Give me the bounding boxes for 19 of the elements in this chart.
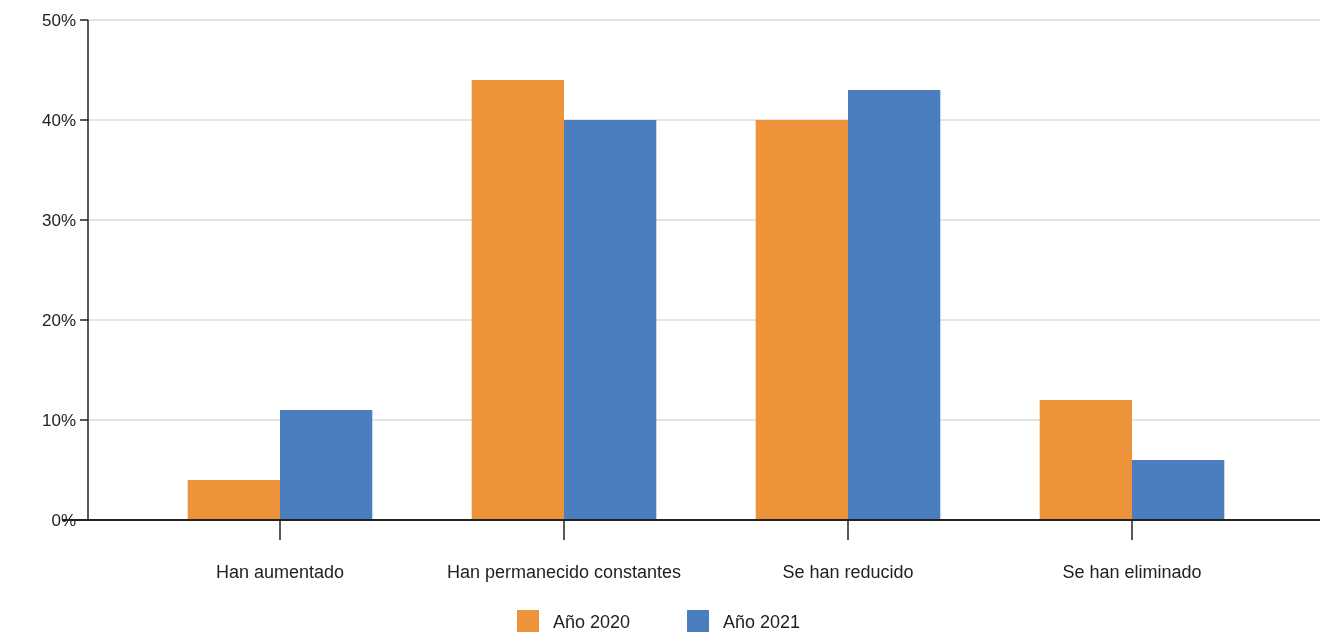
x-tick-label: Se han reducido [782, 562, 914, 582]
bar [848, 90, 941, 520]
y-tick-label: 50% [41, 10, 76, 30]
x-tick-label: Han permanecido constantes [446, 562, 682, 582]
bar [187, 480, 280, 520]
bar [755, 120, 848, 520]
y-tick-label: 20% [41, 310, 76, 330]
legend-label: Año 2020 [553, 612, 631, 633]
x-tick-label: Han aumentado [215, 562, 345, 582]
bar [1132, 460, 1225, 520]
bar [564, 120, 657, 520]
bar [1039, 400, 1132, 520]
x-tick-label: Se han eliminado [1062, 562, 1202, 582]
legend-label: Año 2021 [723, 612, 801, 633]
y-tick-label: 40% [41, 110, 76, 130]
y-tick-label: 10% [41, 410, 76, 430]
y-tick-label: 30% [41, 210, 76, 230]
bar [280, 410, 373, 520]
bar [471, 80, 564, 520]
